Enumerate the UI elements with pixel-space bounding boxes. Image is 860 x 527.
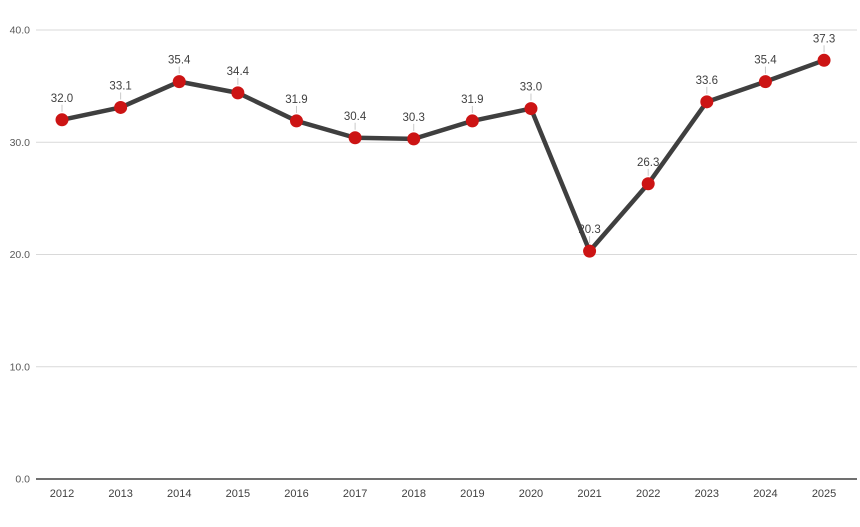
data-label-2015: 34.4 xyxy=(227,66,250,78)
data-label-2020: 33.0 xyxy=(520,82,542,94)
data-label-2023: 33.6 xyxy=(696,75,718,87)
x-axis-tick-label: 2018 xyxy=(401,488,425,500)
data-point-2023 xyxy=(700,95,714,109)
data-label-2013: 33.1 xyxy=(109,80,131,92)
data-point-2013 xyxy=(114,100,128,114)
x-axis-tick-label: 2019 xyxy=(460,488,484,500)
x-axis-tick-label: 2017 xyxy=(343,488,367,500)
data-point-2022 xyxy=(641,177,655,191)
y-axis-tick-label: 20.0 xyxy=(10,249,31,261)
x-axis-tick-label: 2023 xyxy=(695,488,719,500)
data-point-2018 xyxy=(407,132,421,146)
x-axis-tick-label: 2022 xyxy=(636,488,660,500)
data-point-2025 xyxy=(817,53,831,67)
data-label-2014: 35.4 xyxy=(168,55,191,67)
data-point-2020 xyxy=(524,102,538,116)
data-label-2024: 35.4 xyxy=(754,55,777,67)
data-label-2025: 37.3 xyxy=(813,33,835,45)
x-axis-tick-label: 2020 xyxy=(519,488,543,500)
line-series xyxy=(59,58,827,254)
data-point-2017 xyxy=(348,131,362,145)
data-label-2019: 31.9 xyxy=(461,94,483,106)
data-point-2012 xyxy=(55,113,69,127)
y-axis-tick-label: 40.0 xyxy=(10,25,31,37)
x-axis-tick-label: 2016 xyxy=(284,488,308,500)
data-label-2017: 30.4 xyxy=(344,111,367,123)
data-label-2016: 31.9 xyxy=(285,94,307,106)
x-axis-tick-label: 2021 xyxy=(577,488,601,500)
x-axis-tick-label: 2015 xyxy=(226,488,250,500)
x-axis-tick-label: 2024 xyxy=(753,488,777,500)
data-point-2015 xyxy=(231,86,245,100)
data-label-2018: 30.3 xyxy=(403,112,425,124)
x-axis-tick-label: 2014 xyxy=(167,488,191,500)
y-axis-tick-label: 0.0 xyxy=(15,474,30,486)
y-axis-tick-label: 30.0 xyxy=(10,137,31,149)
data-point-2019 xyxy=(465,114,479,128)
data-point-2024 xyxy=(758,75,772,89)
data-point-2021 xyxy=(583,244,597,258)
x-axis-tick-label: 2013 xyxy=(108,488,132,500)
y-axis-tick-label: 10.0 xyxy=(10,361,31,373)
data-label-2021: 20.3 xyxy=(578,224,600,236)
data-label-2022: 26.3 xyxy=(637,157,659,169)
x-axis-tick-label: 2025 xyxy=(812,488,836,500)
x-axis-tick-label: 2012 xyxy=(50,488,74,500)
data-label-2012: 32.0 xyxy=(51,93,73,105)
data-point-2016 xyxy=(289,114,303,128)
data-point-2014 xyxy=(172,75,186,89)
